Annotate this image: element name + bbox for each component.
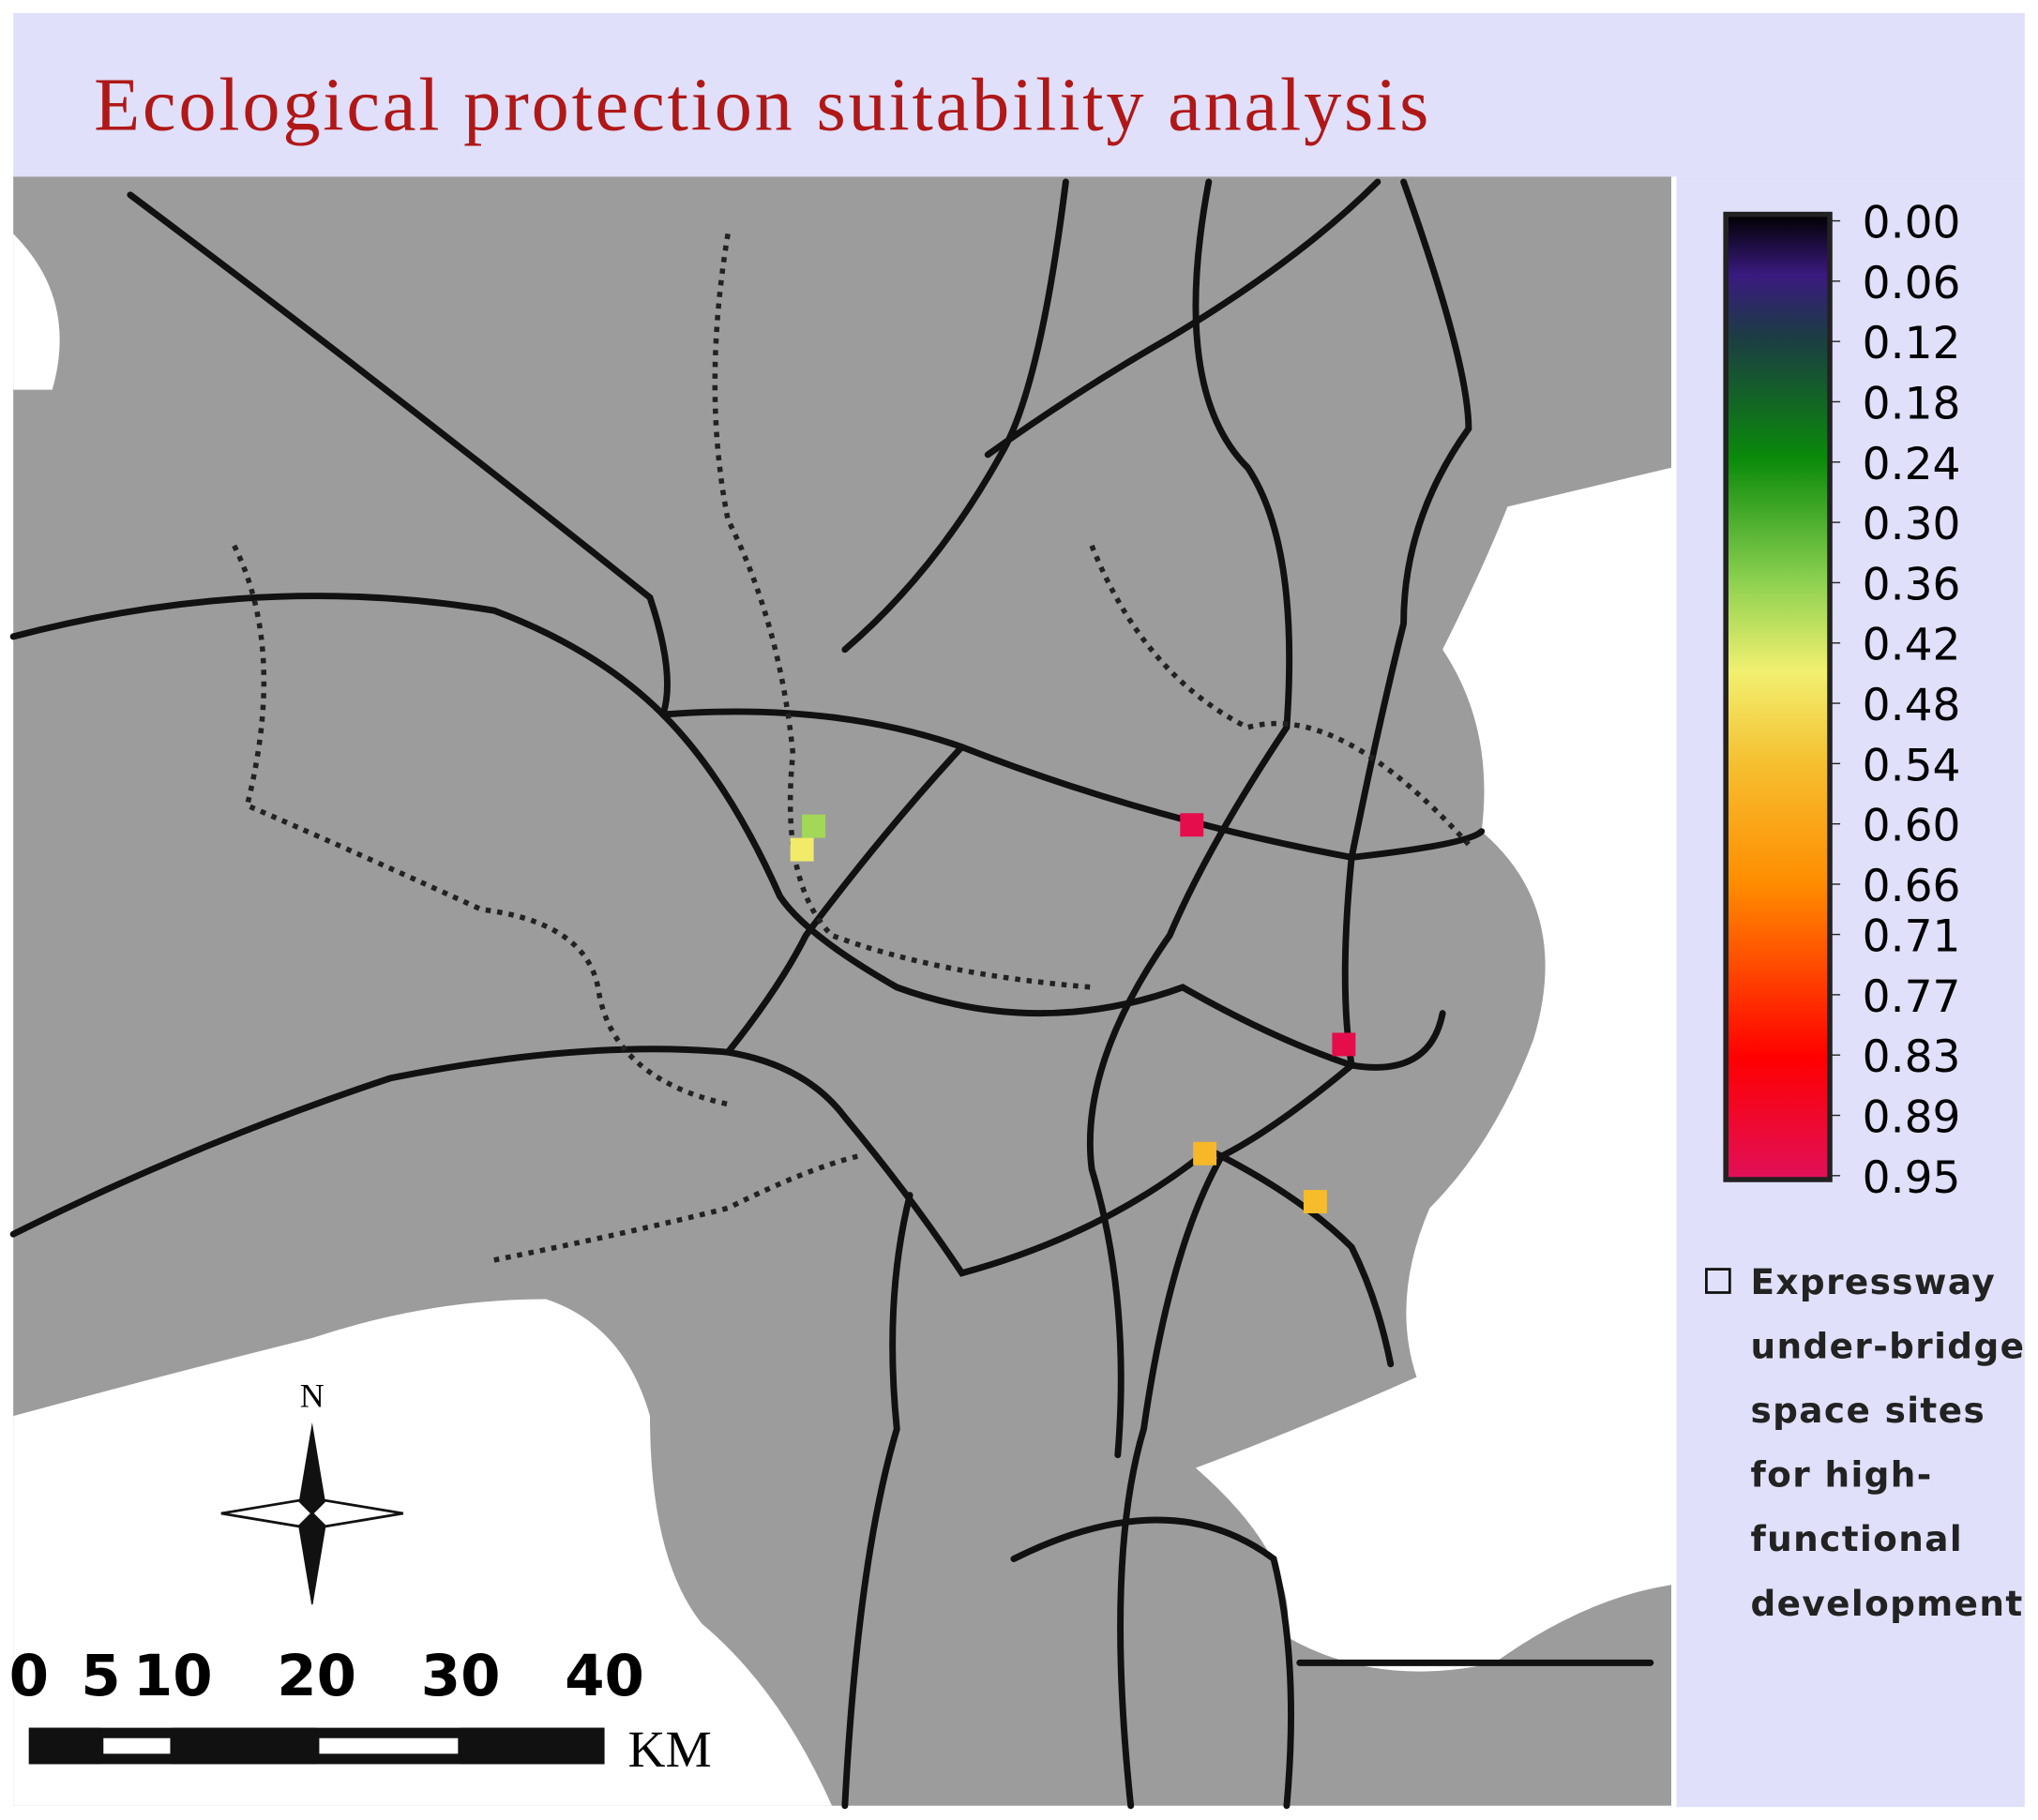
legend-text: functional — [1751, 1518, 1964, 1559]
colorbar-tick-label: 0.12 — [1863, 318, 1961, 369]
scale-label: 10 — [133, 1643, 213, 1709]
colorbar-tick-label: 0.95 — [1863, 1152, 1961, 1204]
colorbar-tick-label: 0.77 — [1863, 971, 1961, 1023]
title: Ecological protection suitability analys… — [94, 64, 1431, 147]
site — [1193, 1141, 1217, 1166]
site — [1332, 1032, 1356, 1057]
sea — [13, 1299, 832, 1806]
water — [13, 233, 60, 390]
colorbar — [1723, 211, 1833, 1182]
scale-unit: KM — [627, 1721, 711, 1778]
north-label: N — [300, 1376, 325, 1414]
scale-segment — [319, 1737, 459, 1754]
legend-text: under-bridge — [1751, 1325, 2026, 1366]
legend-text: Expressway — [1751, 1261, 1997, 1302]
compass: N — [220, 1376, 404, 1605]
colorbar-tick-label: 0.24 — [1863, 439, 1961, 490]
legend-text: for high- — [1751, 1454, 1933, 1496]
legend-text: development — [1751, 1583, 2024, 1624]
scale-segment — [28, 1727, 101, 1765]
colorbar-tick-label: 0.36 — [1863, 559, 1961, 610]
colorbar-tick-label: 0.71 — [1863, 911, 1961, 963]
colorbar-tick-label: 0.18 — [1863, 378, 1961, 429]
map — [9, 176, 1671, 1810]
colorbar-tick-label: 0.66 — [1863, 861, 1961, 912]
scale-segment — [460, 1727, 605, 1765]
colorbar-tick-label: 0.48 — [1863, 680, 1961, 731]
title-band — [13, 12, 2025, 177]
sea — [1195, 467, 1671, 1672]
legend-symbol — [1705, 1268, 1731, 1294]
site — [790, 837, 814, 862]
colorbar-tick-label: 0.42 — [1863, 620, 1961, 671]
scale-label: 0 — [9, 1643, 49, 1709]
scale-label: 20 — [277, 1643, 356, 1709]
colorbar-tick-label: 0.83 — [1863, 1031, 1961, 1083]
scale-segment — [173, 1727, 317, 1765]
colorbar-tick-label: 0.60 — [1863, 801, 1961, 852]
colorbar-tick-label: 0.30 — [1863, 499, 1961, 550]
colorbar-tick-label: 0.00 — [1863, 198, 1961, 249]
scale-label: 5 — [81, 1643, 120, 1709]
colorbar-tick-label: 0.06 — [1863, 258, 1961, 309]
colorbar-tick-label: 0.89 — [1863, 1092, 1961, 1144]
boundaries — [232, 233, 1471, 1263]
scale-label: 40 — [565, 1643, 644, 1709]
legend-text: space sites — [1751, 1390, 1986, 1431]
site — [1303, 1190, 1327, 1213]
scale-segment — [103, 1737, 171, 1754]
site — [802, 814, 826, 838]
site — [1180, 813, 1204, 837]
scale-label: 30 — [421, 1643, 501, 1709]
colorbar-tick-label: 0.54 — [1863, 740, 1961, 791]
roads — [9, 178, 1654, 1810]
